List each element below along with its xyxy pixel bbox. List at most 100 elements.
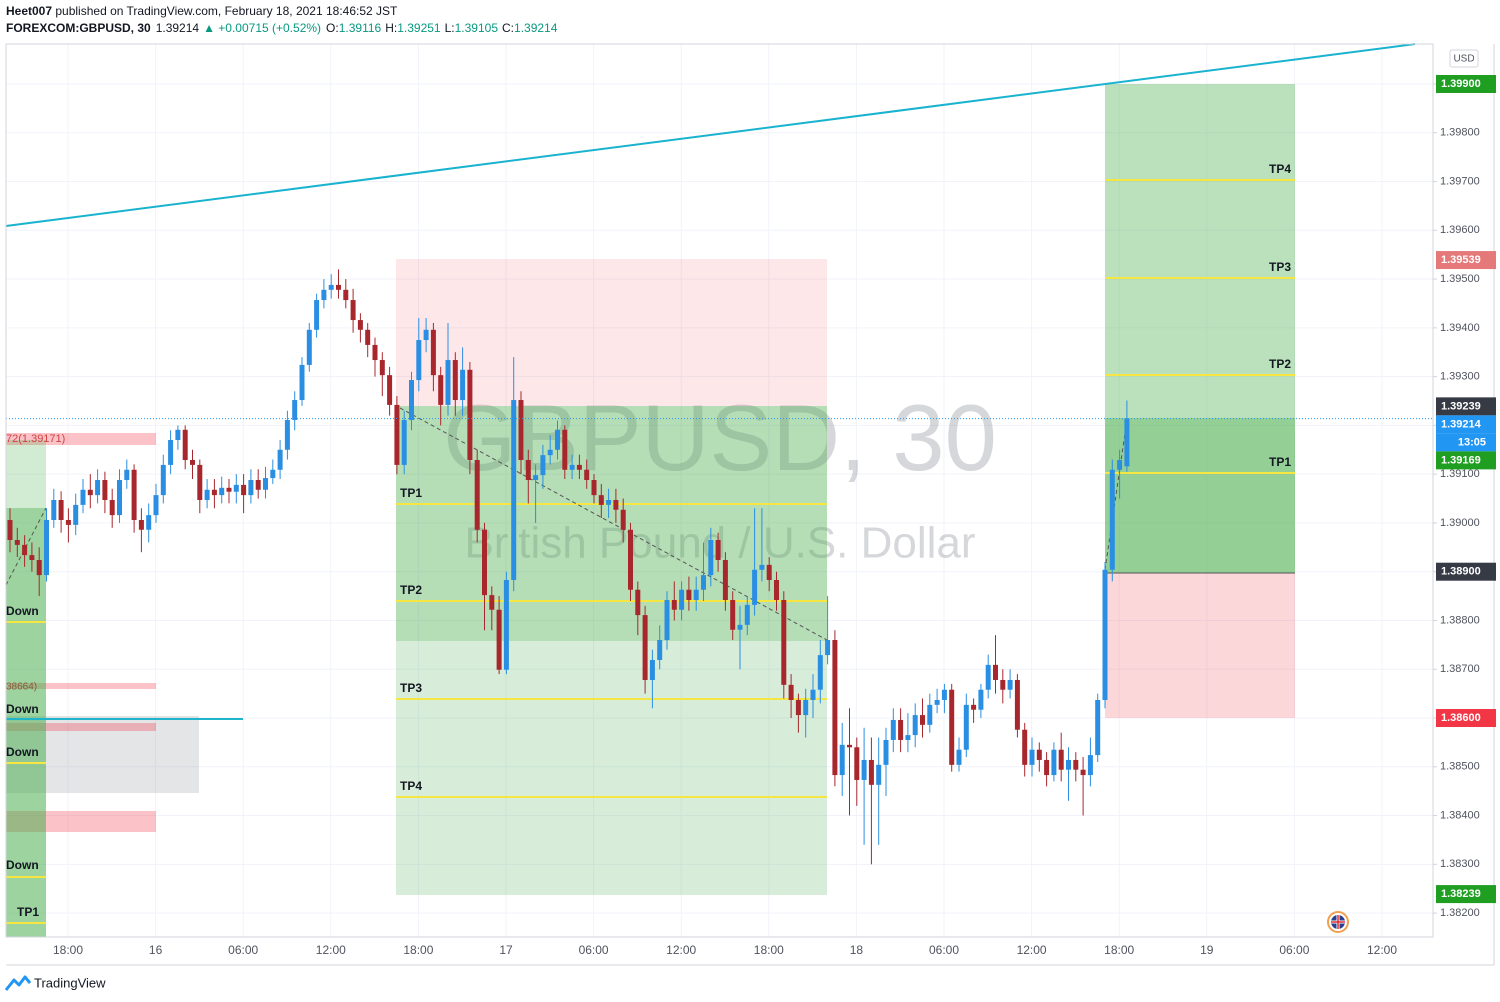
candle-body <box>766 564 772 580</box>
candle-body <box>387 375 393 405</box>
last-price: 1.39214 <box>156 21 200 35</box>
candle-body <box>299 364 305 401</box>
zone <box>6 683 156 689</box>
candle-body <box>321 289 327 301</box>
x-tick-label: 06:00 <box>228 943 258 957</box>
candle-body <box>233 484 239 492</box>
stop-zone <box>1105 573 1295 718</box>
trend-line <box>5 43 1416 227</box>
candle-body <box>1044 759 1050 776</box>
candle-body <box>146 515 152 530</box>
candle-body <box>438 375 444 405</box>
candle-body <box>540 455 546 476</box>
candle-body <box>511 400 517 580</box>
candle-body <box>430 329 436 376</box>
edge-price: 72(1.39171) <box>6 433 65 445</box>
candle-body <box>328 284 334 290</box>
candle-body <box>1080 769 1086 776</box>
candle-body <box>168 440 174 465</box>
candle-body <box>576 464 582 470</box>
target-zone <box>1105 84 1295 573</box>
ohlc-key: L: <box>445 21 455 35</box>
candle-body <box>701 575 706 590</box>
candle-body <box>795 699 801 716</box>
candle-body <box>14 540 20 545</box>
candle-body <box>482 529 487 596</box>
author: Heet007 <box>6 4 52 18</box>
candle-body <box>452 360 458 401</box>
x-tick-label: 16 <box>149 943 163 957</box>
candle-body <box>752 569 758 605</box>
symbol-line: FOREXCOM:GBPUSD, 30 1.39214 ▲ +0.00715 (+0… <box>6 21 558 35</box>
candle-body <box>175 429 181 441</box>
candle-body <box>817 655 823 690</box>
x-tick-label: 18:00 <box>53 943 83 957</box>
x-tick-label: 12:00 <box>1367 943 1397 957</box>
price-label: 1.39169 <box>1441 454 1481 466</box>
candle-body <box>781 599 787 685</box>
y-tick-label: 1.39500 <box>1440 273 1480 285</box>
candle-body <box>613 500 619 510</box>
candle-body <box>44 520 49 576</box>
ohlc-value: 1.39251 <box>397 21 441 35</box>
candle-body <box>372 344 378 361</box>
candle-body <box>87 489 93 496</box>
candle-body <box>36 559 42 576</box>
y-tick-label: 1.38800 <box>1440 614 1480 626</box>
candle-body <box>226 487 232 492</box>
edge-label: Down <box>6 858 39 872</box>
candle-body <box>197 464 203 501</box>
candle-body <box>825 639 831 656</box>
price-label: 1.39239 <box>1441 400 1481 412</box>
candle-body <box>774 579 779 600</box>
candle-body <box>934 699 940 705</box>
candle-body <box>394 404 400 465</box>
candle-body <box>73 504 79 525</box>
candle-body <box>1095 699 1101 756</box>
candle-body <box>803 699 809 716</box>
x-tick-label: 18:00 <box>403 943 433 957</box>
candle-body <box>620 509 626 530</box>
candle-body <box>29 555 35 560</box>
candle-body <box>584 469 590 481</box>
y-tick-label: 1.38700 <box>1440 663 1480 675</box>
candle-body <box>22 544 28 556</box>
candle-body <box>211 489 217 496</box>
currency: USD <box>1453 54 1474 65</box>
target-label: TP2 <box>400 583 422 597</box>
plot-frame <box>5 43 1434 938</box>
candle-body <box>518 400 524 461</box>
candle-body <box>1036 749 1042 760</box>
y-tick-label: 1.39300 <box>1440 371 1480 383</box>
candle-body <box>1058 749 1064 770</box>
candle-body <box>555 429 560 450</box>
candle-body <box>686 589 692 600</box>
candle-body <box>1066 759 1071 770</box>
candle-body <box>985 664 991 690</box>
y-tick-label: 1.38300 <box>1440 858 1480 870</box>
edge-label: Down <box>6 604 39 618</box>
candle-body <box>963 704 969 750</box>
y-tick-label: 1.38200 <box>1440 907 1480 919</box>
candle-body <box>1109 469 1115 570</box>
candle-body <box>343 289 349 301</box>
candle-body <box>219 487 225 496</box>
candle-body <box>569 464 575 470</box>
candle-body <box>503 579 509 670</box>
candle-body <box>876 764 882 785</box>
y-tick-label: 1.38400 <box>1440 809 1480 821</box>
candle-body <box>649 659 655 680</box>
candle-body <box>759 564 765 570</box>
ohlc-key: C: <box>502 21 514 35</box>
candle-body <box>810 689 816 700</box>
edge-price: 38664) <box>6 682 37 693</box>
candle-body <box>153 495 159 516</box>
candle-body <box>401 420 407 465</box>
candle-body <box>241 484 247 496</box>
progress-zone <box>1105 418 1295 573</box>
candle-body <box>949 689 955 765</box>
countdown-box <box>1436 433 1496 452</box>
y-tick-label: 1.39400 <box>1440 322 1480 334</box>
candle-body <box>496 609 502 670</box>
